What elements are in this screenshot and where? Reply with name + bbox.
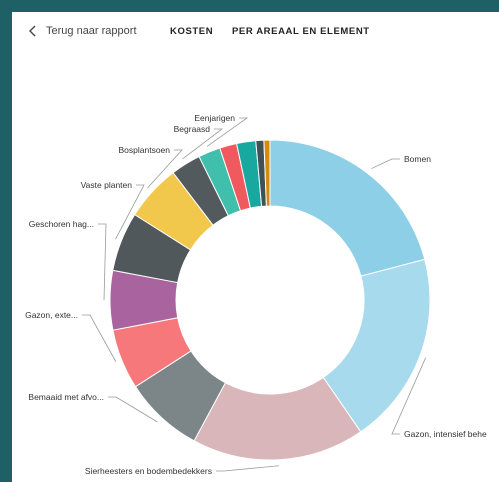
label-leader-line [182,128,224,160]
slice-label: Gazon, intensief behe [404,429,487,439]
report-panel: Terug naar rapport KOSTEN PER AREAAL EN … [12,12,499,482]
slice-label: Bosplantsoen [118,145,170,155]
label-leader-line [216,465,280,472]
slice-label: Geschoren hag... [29,219,94,229]
donut-slice[interactable] [263,139,271,207]
label-leader-line [82,314,117,362]
tab-kosten[interactable]: KOSTEN [170,26,214,37]
slice-label: Bemaaid met afvo... [28,392,104,402]
label-leader-line [371,158,400,169]
slice-label: Bomen [404,154,431,164]
back-label: Terug naar rapport [46,25,137,37]
tab-per-areaal-en-element[interactable]: PER AREAAL EN ELEMENT [232,26,370,37]
slice-label: Begraasd [174,124,211,134]
chevron-left-icon [26,24,40,38]
back-to-report-link[interactable]: Terug naar rapport [26,24,137,38]
slice-label: Gazon, exte... [25,310,78,320]
label-leader-line [108,396,158,423]
top-nav: Terug naar rapport KOSTEN PER AREAAL EN … [12,12,499,50]
label-leader-line [147,149,183,189]
donut-slice[interactable] [269,139,426,277]
label-leader-line [115,184,145,240]
slice-label: Sierheesters en bodembedekkers [85,466,212,476]
donut-chart: Bomen Gazon, intensief behe Sierheesters e… [25,113,487,476]
label-leader-line [98,223,107,301]
label-leader-line [391,357,426,435]
label-leader-line [206,117,249,147]
slice-label: Vaste planten [81,180,133,190]
slice-label: Eenjarigen [194,113,235,123]
